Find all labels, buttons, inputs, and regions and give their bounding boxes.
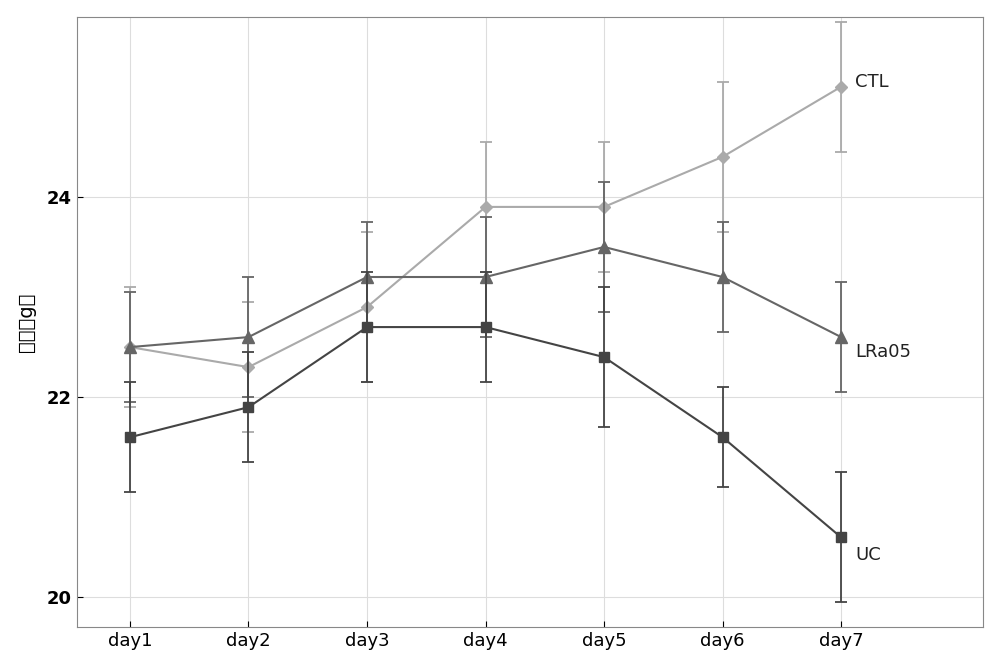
Text: LRa05: LRa05 (855, 343, 911, 361)
Text: CTL: CTL (855, 73, 889, 91)
Y-axis label: 体重（g）: 体重（g） (17, 292, 36, 352)
Text: UC: UC (855, 546, 881, 564)
